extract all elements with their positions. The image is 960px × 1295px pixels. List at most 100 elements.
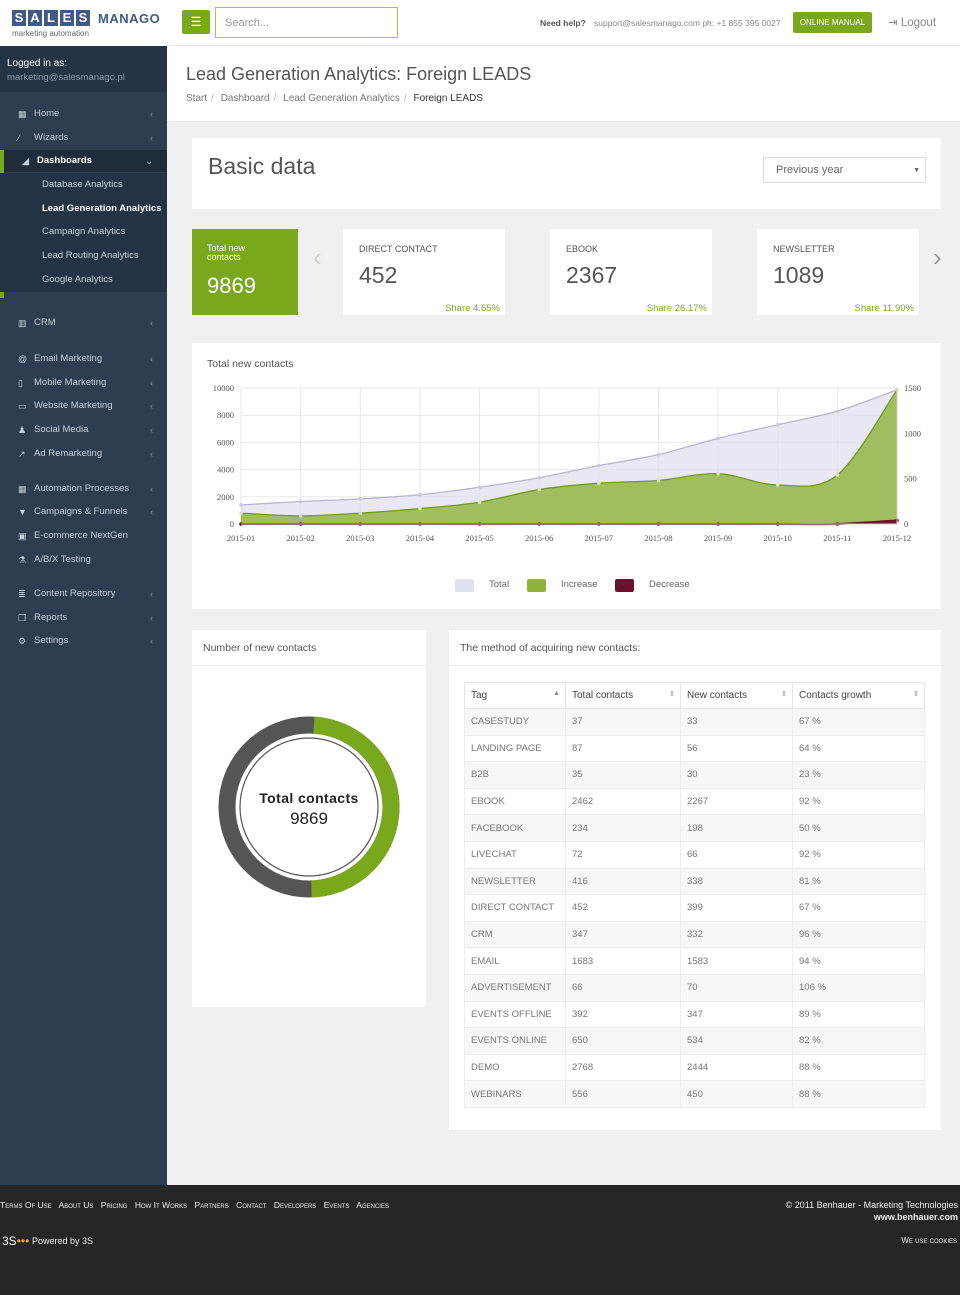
table-cell: EBOOK <box>464 787 566 816</box>
table-cell: EVENTS ONLINE <box>464 1027 566 1055</box>
panel-title: The method of acquiring new contacts: <box>460 642 641 654</box>
point-increase <box>775 483 780 487</box>
laptop-icon: ▭ <box>18 401 27 411</box>
x-tick-label: 2015-02 <box>286 533 314 543</box>
sidebar-item-content-repository[interactable]: ≣ Content Repository ‹ <box>0 583 167 605</box>
footer-website-link[interactable]: www.benhauer.com <box>873 1212 958 1222</box>
stat-label: DIRECT CONTACT <box>359 244 438 254</box>
table-cell: FACEBOOK <box>464 814 566 842</box>
sidebar-item-home[interactable]: ▦ Home ‹ <box>0 103 167 125</box>
table-body: CASESTUDY 37 33 67 % LANDING PAGE 87 56 64 % B2B… <box>464 708 925 1108</box>
footer-link-partners[interactable]: Partners <box>194 1200 229 1210</box>
chevron-left-icon: ‹ <box>150 484 153 494</box>
period-select[interactable]: Previous year ▼ <box>763 157 926 183</box>
chevron-left-icon: ‹ <box>150 318 153 328</box>
y-right-tick-label: 500 <box>904 474 917 484</box>
sidebar-item-mobile-marketing[interactable]: ▯ Mobile Marketing ‹ <box>0 372 167 394</box>
table-cell: 92 % <box>792 787 925 816</box>
table-cell: DIRECT CONTACT <box>464 894 566 922</box>
menu-toggle-button[interactable]: ☰ <box>182 10 210 34</box>
point-increase <box>358 511 363 515</box>
stat-tile-newsletter: NEWSLETTER 1089 Share 11.90% <box>757 229 919 315</box>
breadcrumb-lead-generation[interactable]: Lead Generation Analytics <box>283 93 400 104</box>
sidebar-subitem-campaign-analytics[interactable]: Campaign Analytics <box>0 220 167 244</box>
column-header-tag[interactable]: Tag ▲ <box>464 682 566 709</box>
sidebar-item-label: E-commerce NextGen <box>34 530 128 541</box>
stat-label: EBOOK <box>566 244 599 254</box>
table-row: EVENTS ONLINE 650 534 82 % <box>464 1027 925 1055</box>
sidebar: Logged in as: marketing@salesmanago.pl ▦… <box>0 46 167 1185</box>
help-contact[interactable]: support@salesmanago.com ph: +1 855 395 0… <box>594 18 781 28</box>
sidebar-subitem-lead-generation-analytics[interactable]: Lead Generation Analytics <box>0 197 167 221</box>
logo-letters: S A L E S <box>12 10 92 26</box>
sidebar-item-website-marketing[interactable]: ▭ Website Marketing ‹ <box>0 395 167 417</box>
sidebar-item-email-marketing[interactable]: @ Email Marketing ‹ <box>0 348 167 370</box>
sidebar-item-ad-remarketing[interactable]: ↗ Ad Remarketing ‹ <box>0 443 167 465</box>
footer-link-agencies[interactable]: Agencies <box>356 1200 389 1210</box>
table-cell: 66 <box>680 840 793 869</box>
footer-link-developers[interactable]: Developers <box>273 1200 317 1210</box>
sidebar-item-reports[interactable]: ❐ Reports ‹ <box>0 607 167 629</box>
logout-button[interactable]: ⇥ Logout <box>888 15 936 29</box>
search-input[interactable] <box>215 7 398 38</box>
sidebar-item-dashboards[interactable]: ◢ Dashboards ⌄ <box>0 150 167 172</box>
sidebar-item-ecommerce-nextgen[interactable]: ▣ E-commerce NextGen <box>0 525 167 547</box>
breadcrumb-separator: / <box>273 93 277 104</box>
table-cell: 66 <box>565 973 681 1002</box>
sidebar-item-wizards[interactable]: ⁄ Wizards ‹ <box>0 127 167 149</box>
x-tick-label: 2015-03 <box>346 533 374 543</box>
sidebar-item-label: Reports <box>34 612 68 623</box>
table-cell: 67 % <box>792 708 925 736</box>
footer-link-events[interactable]: Events <box>323 1200 350 1210</box>
table-cell: 88 % <box>792 1053 925 1082</box>
logo-letter: S <box>76 10 90 26</box>
stat-label: NEWSLETTER <box>773 244 835 254</box>
point-increase <box>716 471 720 476</box>
footer-link-contact[interactable]: Contact <box>236 1200 267 1210</box>
chart-title: Total new contacts <box>207 358 294 370</box>
sidebar-item-abx-testing[interactable]: ⚗ A/B/X Testing <box>0 549 167 571</box>
sidebar-subitem-google-analytics[interactable]: Google Analytics <box>0 268 167 292</box>
sidebar-subitem-lead-routing-analytics[interactable]: Lead Routing Analytics <box>0 244 167 268</box>
carousel-prev-icon[interactable]: ‹ <box>313 242 322 272</box>
sidebar-item-automation-processes[interactable]: ▦ Automation Processes ‹ <box>0 478 167 500</box>
top-bar: S A L E S MANAGO marketing automation ☰ … <box>0 0 960 46</box>
breadcrumb: Start / Dashboard / Lead Generation Analyt… <box>186 93 487 104</box>
carousel-next-icon[interactable]: › <box>933 242 942 272</box>
sidebar-item-settings[interactable]: ⚙ Settings ‹ <box>0 630 167 652</box>
table-cell: 198 <box>680 814 793 842</box>
footer-link-pricing[interactable]: Pricing <box>100 1200 128 1210</box>
chevron-left-icon: ‹ <box>150 354 153 364</box>
table-cell: 392 <box>565 1000 681 1029</box>
sidebar-item-label: CRM <box>34 317 56 328</box>
column-header-total-contacts[interactable]: Total contacts ⇕ <box>565 682 681 709</box>
table-cell: 106 % <box>792 973 925 1002</box>
logo[interactable]: S A L E S MANAGO marketing automation <box>0 0 167 46</box>
point-total <box>656 452 661 457</box>
sidebar-item-label: Dashboards <box>37 155 92 166</box>
table-cell: 399 <box>680 894 793 922</box>
flask-icon: ⚗ <box>18 555 27 565</box>
sidebar-item-crm[interactable]: ▥ CRM ‹ <box>0 312 167 334</box>
column-header-new-contacts[interactable]: New contacts ⇕ <box>680 682 793 709</box>
sidebar-item-label: Settings <box>34 635 69 646</box>
logo-name: MANAGO <box>98 11 161 26</box>
footer-link-terms[interactable]: Terms Of Use <box>0 1200 52 1210</box>
legend-item-increase[interactable]: Increase <box>527 579 597 592</box>
sidebar-subitem-database-analytics[interactable]: Database Analytics <box>0 173 167 197</box>
sidebar-item-social-media[interactable]: ♟ Social Media ‹ <box>0 419 167 441</box>
breadcrumb-start[interactable]: Start <box>186 93 208 104</box>
legend-item-total[interactable]: Total <box>455 579 509 592</box>
footer-link-about[interactable]: About Us <box>58 1200 94 1210</box>
sidebar-item-campaigns-funnels[interactable]: ▼ Campaigns & Funnels ‹ <box>0 501 167 523</box>
table-cell: 650 <box>565 1027 681 1055</box>
point-increase <box>537 487 541 492</box>
footer-link-how-it-works[interactable]: How It Works <box>134 1200 188 1210</box>
copy-icon: ❐ <box>18 613 27 623</box>
cookies-notice-link[interactable]: We use cookies <box>901 1236 957 1245</box>
online-manual-button[interactable]: ONLINE MANUAL <box>793 12 872 33</box>
breadcrumb-dashboard[interactable]: Dashboard <box>220 93 270 104</box>
x-tick-label: 2015-01 <box>227 533 255 543</box>
legend-item-decrease[interactable]: Decrease <box>615 579 690 592</box>
column-header-contacts-growth[interactable]: Contacts growth ⇕ <box>792 682 925 709</box>
